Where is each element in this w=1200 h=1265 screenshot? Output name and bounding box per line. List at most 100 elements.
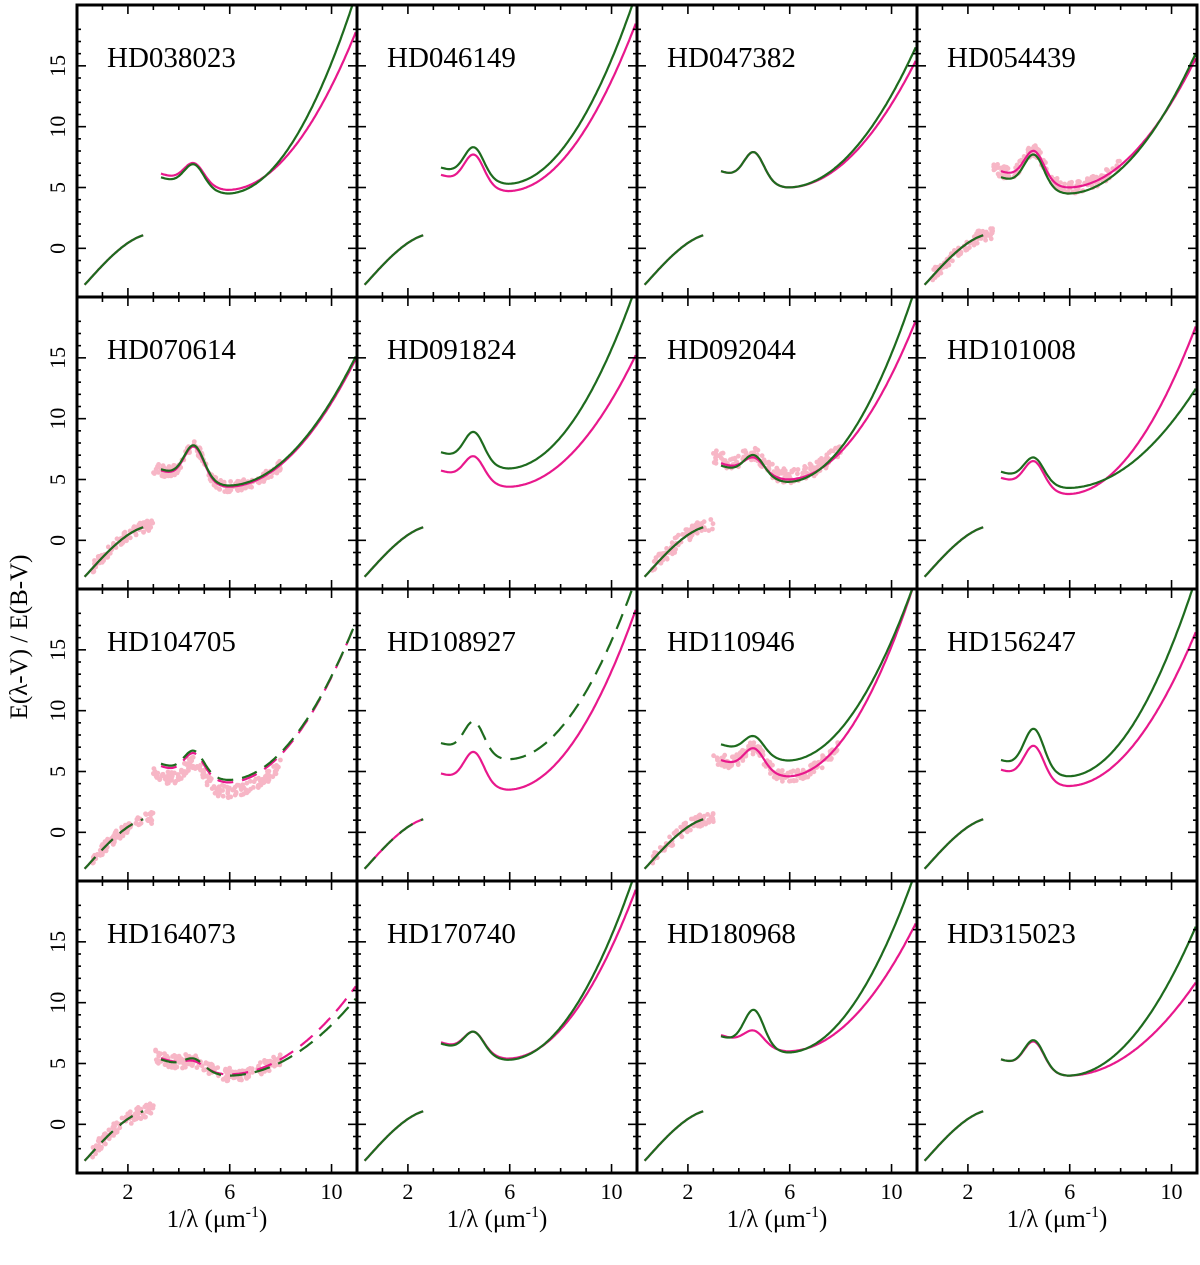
- observed-point: [96, 554, 102, 559]
- panel-hd110946: HD110946: [635, 587, 919, 883]
- observed-point: [805, 774, 811, 780]
- observed-point: [122, 822, 128, 828]
- model-curve-magenta: [363, 1110, 424, 1162]
- star-label: HD038023: [107, 42, 236, 74]
- y-tick-label: 10: [45, 992, 70, 1014]
- plot-area: [643, 881, 917, 1162]
- observed-point: [137, 520, 143, 526]
- observed-point: [248, 786, 253, 792]
- observed-point: [1017, 158, 1023, 164]
- observed-point: [155, 770, 161, 776]
- x-tick-label: 10: [601, 1179, 623, 1204]
- observed-point: [991, 167, 997, 173]
- model-curve-green: [643, 526, 704, 578]
- model-curve-green: [720, 297, 914, 483]
- observed-point: [127, 535, 133, 541]
- observed-point: [141, 529, 147, 535]
- plot-area: [923, 326, 1197, 578]
- observed-point: [938, 270, 944, 276]
- star-label: HD170740: [387, 918, 516, 950]
- x-tick-label: 2: [682, 1179, 693, 1204]
- model-curve-magenta: [160, 621, 357, 784]
- observed-point: [277, 468, 282, 473]
- observed-point: [694, 530, 700, 536]
- observed-point: [776, 768, 781, 774]
- observed-point: [247, 778, 253, 784]
- observed-point: [763, 460, 769, 466]
- observed-point: [189, 1063, 195, 1068]
- observed-point: [225, 790, 231, 796]
- y-tick-label: 5: [45, 182, 70, 193]
- model-curve-magenta: [160, 985, 357, 1076]
- panel-hd108927: HD108927: [355, 587, 639, 883]
- observed-point: [683, 527, 689, 533]
- observed-point: [757, 744, 763, 750]
- observed-point: [667, 834, 672, 840]
- observed-point: [190, 765, 195, 771]
- observed-point: [670, 551, 675, 557]
- observed-point: [278, 757, 283, 763]
- observed-point: [146, 1102, 152, 1108]
- observed-point: [259, 1071, 264, 1077]
- model-curve-green: [1000, 589, 1194, 778]
- observed-point: [221, 479, 227, 485]
- observed-point: [166, 780, 171, 786]
- star-label: HD091824: [387, 334, 516, 366]
- panel-hd164073: HD164073 0 5 10 15 2 6 10 1/λ (μm-1): [45, 879, 359, 1233]
- observed-point: [133, 1116, 139, 1122]
- observed-point: [658, 551, 663, 557]
- model-curve-magenta: [1000, 631, 1197, 788]
- observed-point: [172, 1065, 178, 1071]
- observed-points: [650, 740, 841, 866]
- observed-point: [237, 1068, 242, 1074]
- model-curve-magenta: [643, 1110, 704, 1162]
- observed-point: [742, 448, 748, 454]
- observed-point: [241, 785, 247, 790]
- observed-point: [239, 487, 244, 493]
- observed-points: [930, 143, 1122, 283]
- model-curve-magenta: [720, 589, 914, 778]
- observed-point: [219, 782, 225, 788]
- observed-point: [718, 455, 724, 461]
- observed-point: [653, 555, 659, 560]
- axis-titles: E(λ-V) / E(B-V): [6, 555, 33, 720]
- observed-point: [134, 1111, 139, 1116]
- observed-point: [171, 1053, 177, 1058]
- observed-point: [1031, 145, 1036, 151]
- model-curve-green: [720, 589, 914, 762]
- panel-hd092044: HD092044: [635, 295, 919, 591]
- observed-point: [105, 544, 111, 550]
- model-curve-magenta: [363, 234, 424, 286]
- observed-point: [701, 813, 707, 819]
- observed-point: [1062, 181, 1067, 187]
- y-tick-label: 0: [45, 535, 70, 546]
- observed-point: [191, 439, 197, 444]
- x-tick-label: 2: [402, 1179, 413, 1204]
- y-tick-label: 0: [45, 1119, 70, 1130]
- observed-point: [710, 815, 716, 821]
- observed-point: [206, 1061, 211, 1067]
- observed-point: [759, 453, 765, 459]
- observed-point: [178, 1056, 184, 1062]
- observed-point: [779, 468, 785, 474]
- observed-point: [128, 1121, 134, 1126]
- observed-point: [710, 526, 715, 532]
- y-tick-label: 10: [45, 700, 70, 722]
- plot-area: [83, 356, 357, 578]
- model-curve-green: [720, 46, 917, 189]
- observed-point: [272, 771, 278, 776]
- panel-hd180968: HD180968 2 6 10 1/λ (μm-1): [635, 879, 919, 1233]
- panel-grid: HD038023 0 5 10 15 HD046149 HD047382 HD054439 HD…: [45, 3, 1199, 1233]
- observed-point: [134, 1106, 140, 1112]
- observed-point: [669, 843, 675, 848]
- star-label: HD156247: [947, 626, 1076, 658]
- observed-point: [215, 1065, 221, 1070]
- star-label: HD180968: [667, 918, 796, 950]
- observed-point: [149, 518, 155, 524]
- observed-point: [706, 528, 712, 533]
- x-axis-title: 1/λ (μm-1): [447, 1204, 548, 1233]
- observed-point: [143, 811, 148, 817]
- observed-point: [819, 765, 825, 771]
- model-curve-magenta: [1000, 326, 1197, 496]
- model-curve-green: [363, 526, 424, 578]
